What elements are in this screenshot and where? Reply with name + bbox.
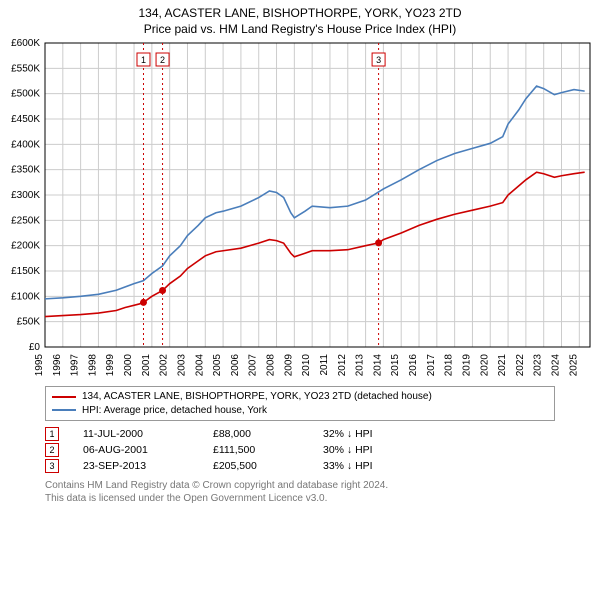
events-table: 1 11-JUL-2000£88,00032% ↓ HPI 2 06-AUG-2001… — [45, 427, 555, 473]
x-tick-label: 2011 — [319, 354, 330, 376]
title-line1: 134, ACASTER LANE, BISHOPTHORPE, YORK, Y… — [0, 6, 600, 22]
x-tick-label: 2015 — [390, 354, 401, 377]
event-marker-num: 3 — [376, 55, 381, 65]
x-tick-label: 2014 — [372, 354, 383, 377]
legend-row: HPI: Average price, detached house, York — [52, 404, 548, 418]
event-marker-icon: 1 — [45, 427, 59, 441]
x-tick-label: 2001 — [141, 354, 152, 377]
y-tick-label: £500K — [11, 89, 40, 100]
event-row: 1 11-JUL-2000£88,00032% ↓ HPI — [45, 427, 555, 441]
legend: 134, ACASTER LANE, BISHOPTHORPE, YORK, Y… — [45, 386, 555, 421]
x-tick-label: 2005 — [212, 354, 223, 377]
event-row: 3 23-SEP-2013£205,50033% ↓ HPI — [45, 459, 555, 473]
x-tick-label: 1996 — [52, 354, 63, 377]
event-price: £111,500 — [213, 444, 323, 456]
x-tick-label: 1998 — [87, 354, 98, 377]
chart-title: 134, ACASTER LANE, BISHOPTHORPE, YORK, Y… — [0, 0, 600, 37]
event-marker-num: 2 — [160, 55, 165, 65]
event-date: 06-AUG-2001 — [83, 444, 213, 456]
event-row: 2 06-AUG-2001£111,50030% ↓ HPI — [45, 443, 555, 457]
x-tick-label: 2016 — [408, 354, 419, 377]
chart-area: £0 £50K £100K £150K £200K £250K £300K £350K £400… — [0, 37, 600, 382]
legend-swatch — [52, 409, 76, 411]
event-date: 11-JUL-2000 — [83, 428, 213, 440]
x-tick-label: 2000 — [123, 354, 134, 377]
y-tick-label: £150K — [11, 266, 40, 277]
x-tick-label: 2003 — [176, 354, 187, 377]
y-tick-label: £400K — [11, 140, 40, 151]
y-tick-label: £50K — [17, 317, 41, 328]
x-tick-label: 2006 — [230, 354, 241, 377]
x-tick-label: 2013 — [355, 354, 366, 377]
y-tick-label: £300K — [11, 190, 40, 201]
event-delta: 32% ↓ HPI — [323, 428, 373, 440]
y-tick-label: £200K — [11, 241, 40, 252]
x-tick-label: 2009 — [283, 354, 294, 377]
chart-svg: £0 £50K £100K £150K £200K £250K £300K £350K £400… — [0, 37, 600, 382]
x-tick-label: 2012 — [337, 354, 348, 377]
x-tick-label: 2021 — [497, 354, 508, 377]
x-tick-label: 2023 — [533, 354, 544, 377]
x-tick-label: 2010 — [301, 354, 312, 377]
x-tick-label: 1997 — [70, 354, 81, 377]
x-tick-label: 2007 — [248, 354, 259, 377]
y-tick-label: £250K — [11, 216, 40, 227]
footnote-line1: Contains HM Land Registry data © Crown c… — [45, 479, 555, 492]
event-price: £205,500 — [213, 460, 323, 472]
x-tick-label: 1999 — [105, 354, 116, 377]
x-tick-label: 2008 — [266, 354, 277, 377]
x-tick-label: 2018 — [444, 354, 455, 377]
legend-label: HPI: Average price, detached house, York — [82, 404, 267, 418]
x-tick-label: 2022 — [515, 354, 526, 377]
y-tick-label: £600K — [11, 38, 40, 49]
footnote-line2: This data is licensed under the Open Gov… — [45, 492, 555, 505]
x-tick-label: 2004 — [194, 354, 205, 377]
event-delta: 33% ↓ HPI — [323, 460, 373, 472]
y-tick-label: £0 — [29, 342, 41, 353]
footnote: Contains HM Land Registry data © Crown c… — [45, 479, 555, 505]
event-marker-icon: 3 — [45, 459, 59, 473]
x-tick-label: 2019 — [461, 354, 472, 377]
event-date: 23-SEP-2013 — [83, 460, 213, 472]
legend-row: 134, ACASTER LANE, BISHOPTHORPE, YORK, Y… — [52, 390, 548, 404]
x-tick-label: 2020 — [479, 354, 490, 377]
event-marker-icon: 2 — [45, 443, 59, 457]
legend-swatch — [52, 396, 76, 398]
x-tick-label: 2002 — [159, 354, 170, 377]
x-tick-label: 1995 — [34, 354, 45, 377]
event-price: £88,000 — [213, 428, 323, 440]
event-marker-num: 1 — [141, 55, 146, 65]
x-tick-label: 2025 — [568, 354, 579, 377]
x-tick-label: 2024 — [551, 354, 562, 377]
title-line2: Price paid vs. HM Land Registry's House … — [0, 22, 600, 38]
y-tick-label: £550K — [11, 64, 40, 75]
x-tick-label: 2017 — [426, 354, 437, 377]
y-tick-label: £450K — [11, 114, 40, 125]
legend-label: 134, ACASTER LANE, BISHOPTHORPE, YORK, Y… — [82, 390, 432, 404]
y-tick-label: £350K — [11, 165, 40, 176]
y-tick-label: £100K — [11, 292, 40, 303]
event-delta: 30% ↓ HPI — [323, 444, 373, 456]
